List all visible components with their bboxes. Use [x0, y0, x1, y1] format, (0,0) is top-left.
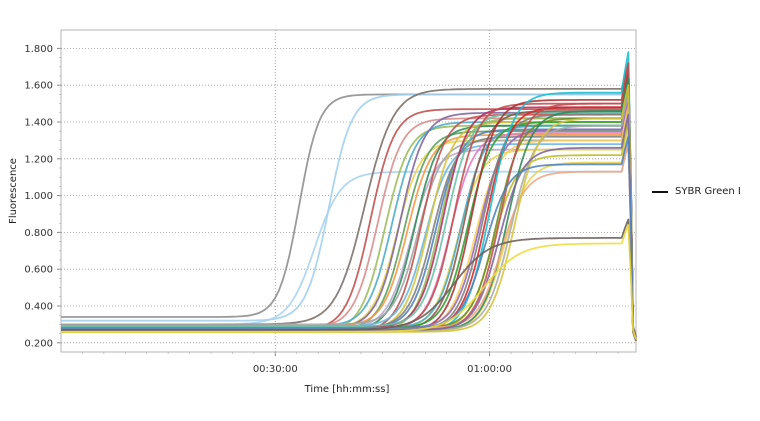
y-tick-label: 1.400: [24, 118, 53, 129]
legend-label: SYBR Green I: [675, 186, 741, 197]
y-axis-ticks: 0.200 0.400 0.600 0.800 1.000 1.200 1.400 1.600…: [24, 44, 61, 349]
x-axis-label: Time [hh:mm:ss]: [304, 384, 390, 395]
amplification-curve: [61, 224, 637, 340]
amplification-curve: [61, 80, 637, 340]
legend: SYBR Green I: [652, 186, 741, 197]
amplification-curve: [61, 135, 637, 340]
y-tick-label: 0.800: [24, 228, 53, 239]
y-tick-label: 0.400: [24, 302, 53, 313]
x-tick-label: 00:30:00: [253, 364, 298, 375]
y-tick-label: 1.200: [24, 154, 53, 165]
y-tick-label: 1.600: [24, 81, 53, 92]
y-tick-label: 1.000: [24, 191, 53, 202]
y-axis-label: Fluorescence: [8, 158, 19, 224]
x-axis-ticks: 00:30:00 01:00:00: [82, 352, 619, 375]
series-lines: [61, 51, 637, 342]
y-tick-label: 1.800: [24, 44, 53, 55]
x-tick-label: 01:00:00: [467, 364, 512, 375]
legend-line-swatch: [652, 190, 668, 193]
amplification-curve: [61, 218, 637, 338]
plot-area: [60, 29, 637, 353]
y-tick-label: 0.200: [24, 338, 53, 349]
y-tick-label: 0.600: [24, 265, 53, 276]
